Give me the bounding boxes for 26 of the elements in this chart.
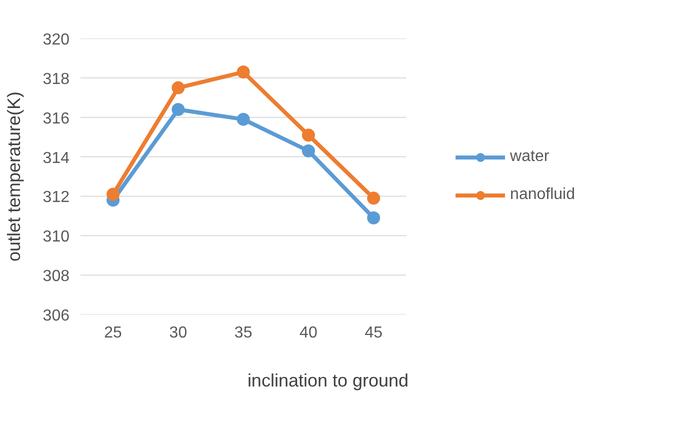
y-tick-label: 318 — [42, 70, 70, 88]
point — [236, 112, 250, 126]
y-tick-label: 308 — [42, 268, 70, 286]
y-tick-label: 314 — [42, 150, 70, 167]
y-tick-label: 310 — [42, 228, 70, 246]
x-tick-label: 30 — [169, 324, 188, 342]
y-tick-label: 306 — [42, 308, 70, 324]
point — [302, 128, 315, 142]
y-tick-label: 312 — [42, 189, 70, 206]
point — [106, 188, 120, 201]
x-axis-title: inclination to ground — [247, 370, 409, 390]
point — [172, 102, 185, 116]
x-tick-label: 45 — [364, 324, 383, 342]
point — [367, 192, 380, 205]
point — [236, 66, 250, 78]
x-tick-label: 40 — [300, 324, 318, 342]
point — [367, 211, 380, 224]
point — [172, 81, 185, 94]
legend-label: nanofluid — [510, 186, 575, 204]
x-tick-label: 25 — [104, 324, 122, 342]
point — [302, 144, 315, 158]
y-tick-label: 316 — [42, 110, 70, 128]
x-tick-label: 35 — [234, 324, 252, 342]
y-axis-title: outlet temperature(K) — [4, 91, 24, 262]
y-tick-label: 320 — [42, 32, 70, 48]
legend-label: water — [510, 148, 550, 166]
